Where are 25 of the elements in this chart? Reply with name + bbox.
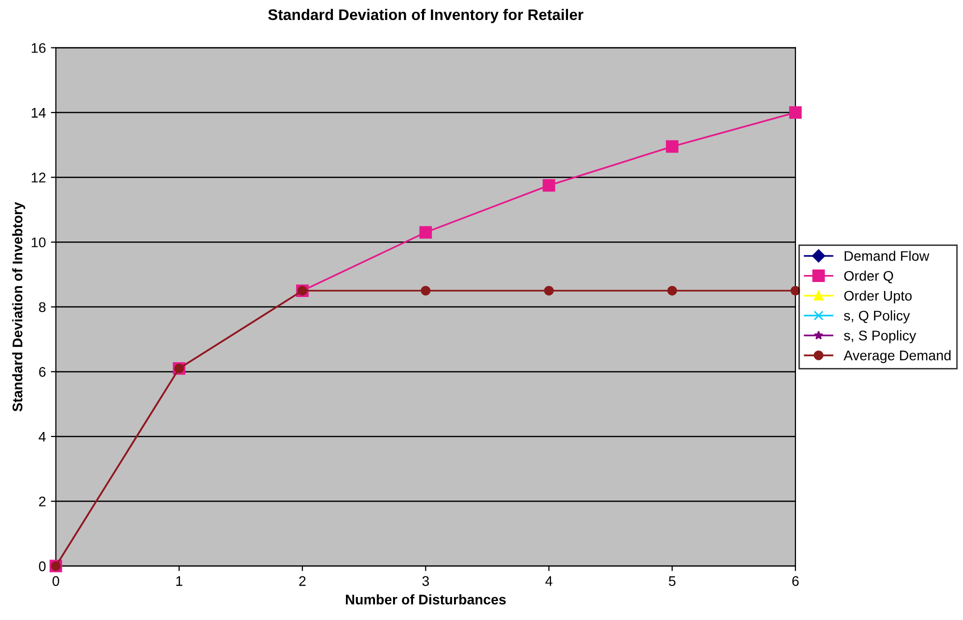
x-tick-label: 5	[668, 576, 676, 586]
x-tick-label: 6	[792, 576, 799, 586]
y-tick-label: 0	[38, 561, 46, 572]
legend-label: s, S Poplicy	[844, 330, 916, 344]
legend-label: Demand Flow	[844, 250, 930, 261]
x-tick-label: 1	[176, 576, 182, 586]
y-axis-title: Standard Deviation of Invebtory	[12, 202, 26, 412]
y-tick-label: 6	[39, 367, 46, 377]
legend-label: Order Upto	[844, 290, 912, 304]
y-tick-label: 12	[32, 172, 46, 182]
legend-label: Average Demand	[844, 350, 951, 364]
y-tick-label: 2	[39, 496, 46, 506]
x-tick-label: 3	[422, 576, 429, 586]
y-tick-label: 16	[32, 43, 46, 53]
legend-label: s, Q Policy	[844, 310, 910, 324]
y-tick-label: 8	[39, 302, 46, 312]
x-tick-label: 0	[52, 576, 60, 586]
y-tick-label: 14	[32, 108, 46, 118]
y-tick-label: 10	[32, 237, 46, 248]
x-tick-label: 2	[299, 576, 306, 586]
x-tick-label: 4	[545, 576, 552, 586]
chart-title: Standard Deviation of Inventory for Retailer	[268, 8, 584, 24]
legend-label: Order Q	[844, 270, 894, 284]
x-axis-title: Number of Disturbances	[346, 594, 506, 604]
y-tick-label: 4	[38, 432, 46, 442]
